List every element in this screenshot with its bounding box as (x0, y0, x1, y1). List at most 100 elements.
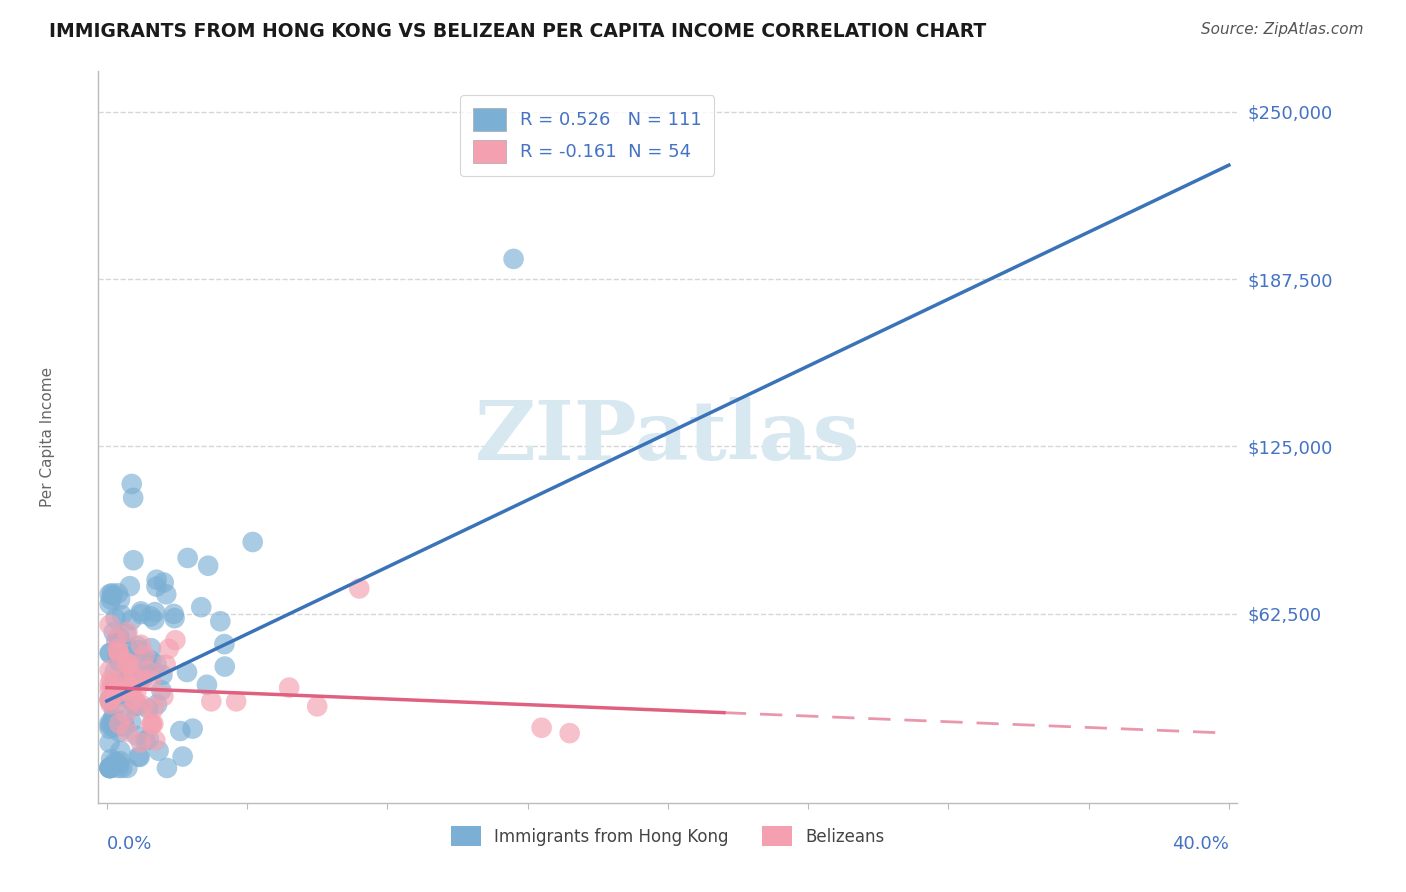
Point (152, 575, 174, 590)
Text: 40.0%: 40.0% (1173, 835, 1229, 853)
Point (115, 669, 138, 683)
Point (136, 702, 159, 716)
Point (98, 761, 121, 775)
Point (107, 586, 129, 600)
Point (107, 646, 129, 660)
Point (214, 659, 236, 673)
Point (98, 677, 121, 691)
Point (163, 611, 186, 625)
Point (108, 654, 131, 668)
Point (141, 717, 163, 731)
Point (129, 604, 152, 618)
Point (101, 715, 124, 730)
Point (117, 761, 139, 775)
Point (127, 643, 149, 657)
Point (132, 698, 155, 713)
Point (107, 690, 129, 704)
Point (145, 573, 167, 587)
Point (122, 670, 145, 684)
Point (118, 579, 141, 593)
Point (143, 613, 166, 627)
Point (108, 685, 131, 699)
Point (195, 678, 218, 692)
Point (125, 729, 148, 743)
Text: Per Capita Income: Per Capita Income (39, 367, 55, 508)
Point (103, 756, 125, 770)
Point (111, 648, 134, 662)
Point (107, 761, 129, 775)
Point (242, 535, 264, 549)
Point (115, 626, 138, 640)
Point (98, 692, 121, 706)
Point (100, 672, 122, 686)
Point (101, 588, 124, 602)
Point (145, 580, 167, 594)
Point (100, 761, 122, 775)
Point (142, 702, 165, 716)
Point (98, 761, 121, 775)
Point (141, 717, 163, 731)
Point (197, 558, 219, 573)
Point (108, 725, 131, 739)
Point (138, 731, 160, 746)
Point (98, 646, 121, 660)
Point (530, 721, 553, 735)
Point (124, 694, 146, 708)
Point (98, 761, 121, 775)
Point (108, 754, 131, 768)
Point (129, 638, 152, 652)
Point (111, 761, 134, 775)
Point (98, 715, 121, 730)
Point (105, 632, 128, 646)
Text: ZIPatlas: ZIPatlas (475, 397, 860, 477)
Point (117, 676, 139, 690)
Point (176, 551, 198, 566)
Point (98, 646, 121, 660)
Point (176, 665, 198, 679)
Point (120, 693, 142, 707)
Point (114, 719, 136, 733)
Point (141, 673, 163, 687)
Point (100, 695, 122, 709)
Point (108, 684, 131, 698)
Point (103, 702, 125, 716)
Point (134, 648, 156, 663)
Point (117, 624, 139, 639)
Point (101, 710, 124, 724)
Text: Source: ZipAtlas.com: Source: ZipAtlas.com (1201, 22, 1364, 37)
Point (156, 761, 179, 775)
Point (98, 664, 121, 678)
Point (145, 657, 167, 672)
Point (120, 680, 142, 694)
Point (107, 758, 129, 772)
Point (349, 582, 371, 596)
Point (120, 714, 142, 729)
Point (146, 698, 169, 712)
Point (150, 683, 173, 698)
Legend: Immigrants from Hong Kong, Belizeans: Immigrants from Hong Kong, Belizeans (444, 820, 891, 853)
Point (152, 668, 174, 682)
Point (114, 678, 136, 692)
Point (98, 617, 121, 632)
Point (143, 733, 166, 747)
Point (98, 761, 121, 775)
Point (104, 611, 127, 625)
Point (121, 613, 143, 627)
Point (103, 682, 125, 697)
Point (98, 722, 121, 736)
Point (129, 672, 152, 686)
Point (136, 657, 159, 672)
Point (115, 706, 138, 721)
Point (117, 724, 139, 739)
Point (98, 694, 121, 708)
Point (127, 698, 149, 713)
Point (152, 690, 174, 704)
Point (108, 631, 131, 645)
Point (111, 608, 134, 623)
Point (172, 749, 194, 764)
Point (101, 678, 124, 692)
Point (278, 681, 301, 695)
Point (157, 641, 180, 656)
Point (127, 639, 149, 653)
Point (169, 724, 191, 739)
